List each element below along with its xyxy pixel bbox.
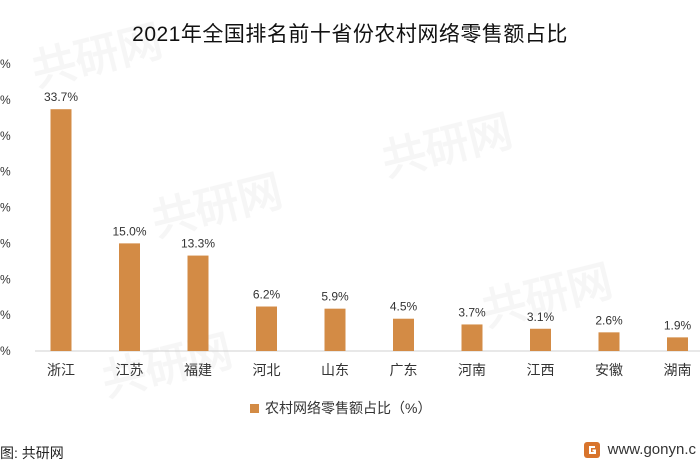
bar-山东 (324, 308, 346, 351)
category-label: 江西 (527, 362, 555, 378)
value-label: 6.2% (253, 288, 281, 302)
value-label: 5.9% (321, 290, 349, 304)
value-label: 15.0% (112, 224, 146, 238)
y-tick-label: % (0, 165, 11, 179)
bar-湖南 (667, 337, 688, 351)
category-label: 浙江 (47, 362, 75, 378)
legend-label: 农村网络零售额占比（%） (265, 400, 432, 416)
bar-福建 (187, 255, 209, 351)
y-tick-label: % (0, 344, 11, 358)
category-label: 河南 (458, 362, 486, 378)
bars (50, 109, 688, 351)
category-label: 江苏 (116, 362, 144, 378)
y-tick-label: % (0, 272, 11, 286)
category-label: 广东 (390, 362, 418, 378)
category-labels: 浙江 江苏 福建 河北 山东 广东 河南 江西 安徽 湖南 (47, 362, 692, 378)
site-brand: www.gonyn.c (583, 441, 696, 458)
category-label: 山东 (321, 362, 349, 378)
bar-安徽 (598, 332, 620, 351)
value-label: 1.9% (664, 318, 692, 332)
value-label: 2.6% (595, 313, 623, 327)
value-label: 33.7% (44, 90, 78, 104)
category-label: 福建 (184, 362, 212, 378)
category-label: 安徽 (595, 362, 623, 378)
value-label: 4.5% (390, 300, 418, 314)
gonyn-logo-icon (583, 441, 600, 458)
category-label: 河北 (253, 362, 281, 378)
value-labels: 33.7% 15.0% 13.3% 6.2% 5.9% 4.5% 3.7% 3.1% 2.6% 1… (44, 90, 692, 332)
bar-广东 (393, 318, 414, 351)
legend: 农村网络零售额占比（%） (250, 398, 431, 418)
bar-河南 (461, 324, 483, 351)
value-label: 13.3% (181, 237, 215, 251)
bar-浙江 (50, 109, 72, 351)
value-label: 3.7% (458, 305, 486, 319)
source-note: 图: 共研网 (0, 445, 64, 461)
y-tick-label: % (0, 201, 11, 215)
bar-江西 (530, 328, 551, 351)
site-url: www.gonyn.c (607, 441, 696, 458)
bar-河北 (256, 306, 277, 351)
y-tick-label: % (0, 129, 11, 143)
y-tick-label: % (0, 236, 11, 250)
bar-江苏 (119, 243, 140, 351)
y-tick-label: % (0, 93, 11, 107)
category-label: 湖南 (664, 362, 692, 378)
y-tick-labels: %%%%%%%%% (0, 57, 11, 358)
y-tick-label: % (0, 308, 11, 322)
legend-swatch (250, 403, 259, 413)
chart-title: 2021年全国排名前十省份农村网络零售额占比 (132, 23, 568, 46)
y-tick-label: % (0, 57, 11, 71)
value-label: 3.1% (527, 310, 555, 324)
